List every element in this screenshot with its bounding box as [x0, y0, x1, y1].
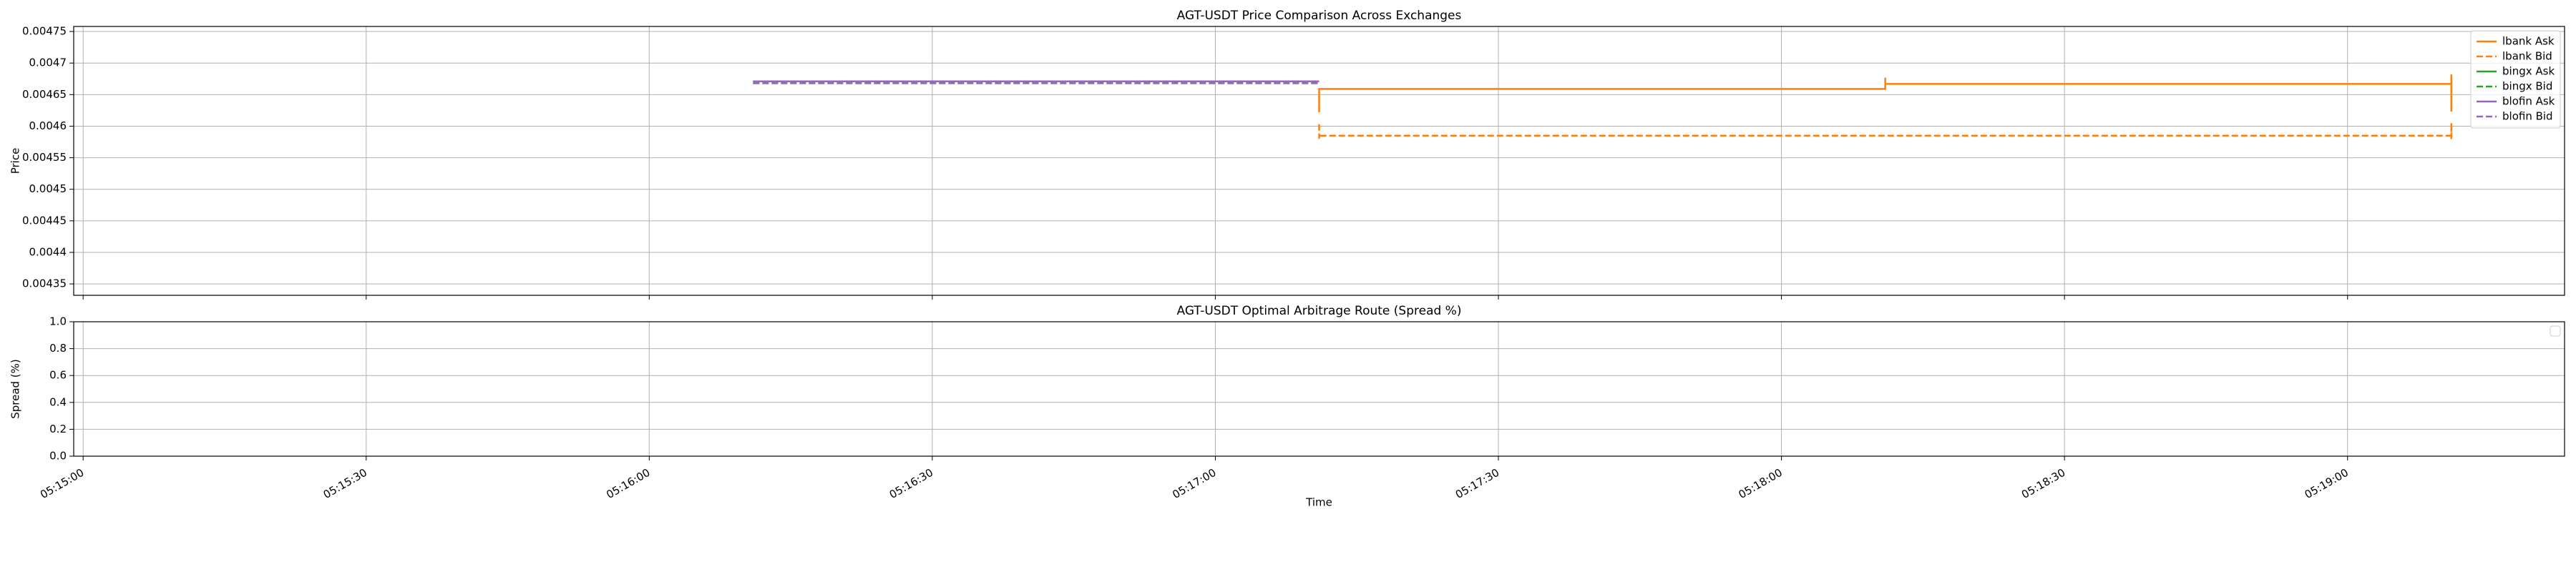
legend-label: bingx Bid	[2502, 80, 2552, 93]
x-tick-label: 05:18:30	[2019, 466, 2067, 501]
legend-label: bingx Ask	[2502, 65, 2555, 78]
legend-label: lbank Ask	[2502, 35, 2555, 48]
y-tick-label: 0.6	[49, 369, 67, 382]
x-tick-label: 05:19:00	[2303, 466, 2351, 501]
series-line	[1318, 123, 2453, 140]
y-tick-label: 0.00435	[22, 277, 67, 290]
y-tick-label: 0.00475	[22, 25, 67, 38]
y-tick-label: 1.0	[49, 315, 67, 328]
y-axis-label: Spread (%)	[9, 359, 22, 419]
x-tick-label: 05:15:30	[321, 466, 369, 501]
series-line	[1318, 74, 2453, 113]
legend-box	[2550, 325, 2561, 337]
y-tick-label: 0.2	[49, 423, 67, 435]
y-tick-label: 0.0045	[29, 182, 67, 195]
legend-box	[2470, 30, 2561, 129]
legend-label: lbank Bid	[2502, 50, 2552, 63]
y-tick-label: 0.0046	[29, 119, 67, 132]
legend-label: blofin Ask	[2502, 95, 2555, 108]
y-tick-label: 0.0	[49, 450, 67, 463]
x-tick-label: 05:16:00	[604, 466, 652, 501]
x-axis-label: Time	[1305, 496, 1332, 509]
x-tick-label: 05:15:00	[38, 466, 86, 501]
y-tick-label: 0.00465	[22, 88, 67, 101]
axes-frame	[73, 26, 2565, 296]
x-tick-label: 05:16:30	[887, 466, 935, 501]
axes-frame	[73, 321, 2565, 457]
x-tick-label: 05:18:00	[1736, 466, 1784, 501]
x-tick-label: 05:17:30	[1453, 466, 1501, 501]
y-axis-label: Price	[9, 148, 22, 174]
y-tick-label: 0.0044	[29, 245, 67, 258]
legend-label: blofin Bid	[2502, 110, 2553, 123]
y-tick-label: 0.0047	[29, 56, 67, 69]
y-tick-label: 0.00445	[22, 214, 67, 227]
x-tick-label: 05:17:00	[1170, 466, 1218, 501]
chart-title: AGT-USDT Optimal Arbitrage Route (Spread…	[1177, 304, 1462, 318]
y-tick-label: 0.00455	[22, 151, 67, 164]
y-tick-label: 0.4	[49, 395, 67, 408]
y-tick-label: 0.8	[49, 342, 67, 355]
chart-title: AGT-USDT Price Comparison Across Exchang…	[1177, 9, 1462, 23]
